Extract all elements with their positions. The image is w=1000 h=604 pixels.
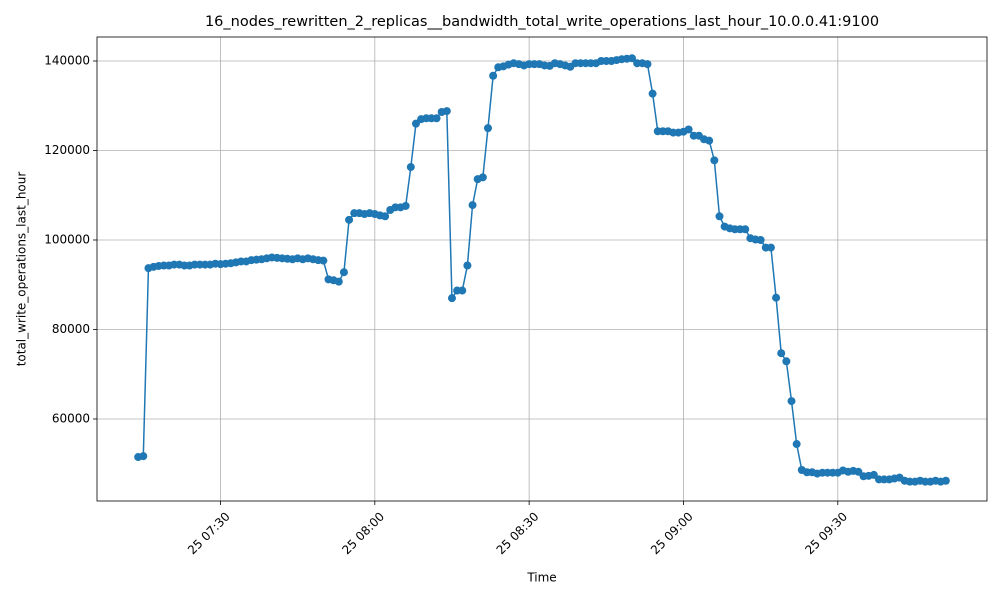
data-point <box>854 467 863 476</box>
x-axis-label: Time <box>526 571 556 585</box>
data-point <box>406 163 415 172</box>
data-point <box>334 277 343 286</box>
data-point <box>478 173 487 182</box>
data-point <box>715 212 724 221</box>
data-point <box>442 107 451 116</box>
y-tick-label: 120000 <box>44 143 90 157</box>
data-point <box>766 243 775 252</box>
data-point <box>468 201 477 210</box>
data-point <box>648 89 657 98</box>
data-point <box>458 286 467 295</box>
data-point <box>782 357 791 366</box>
data-point <box>741 225 750 234</box>
y-tick-label: 140000 <box>44 53 90 67</box>
data-point <box>710 156 719 165</box>
data-point <box>411 119 420 128</box>
data-point <box>869 470 878 479</box>
data-point <box>339 268 348 277</box>
data-point <box>787 397 796 406</box>
data-point <box>792 440 801 449</box>
data-point <box>483 124 492 133</box>
data-point <box>381 212 390 221</box>
data-point <box>463 261 472 270</box>
data-point <box>319 256 328 265</box>
data-point <box>139 452 148 461</box>
data-point <box>777 349 786 358</box>
data-point <box>489 71 498 80</box>
data-point <box>941 476 950 485</box>
data-point <box>401 201 410 210</box>
chart-title: 16_nodes_rewritten_2_replicas__bandwidth… <box>205 14 879 30</box>
y-axis-label: total_write_operations_last_hour <box>15 172 29 367</box>
data-point <box>643 60 652 69</box>
data-point <box>772 293 781 302</box>
data-point <box>705 136 714 145</box>
data-point <box>447 294 456 303</box>
data-point <box>684 125 693 134</box>
data-point <box>628 54 637 63</box>
data-point <box>432 114 441 123</box>
y-tick-label: 80000 <box>52 322 90 336</box>
y-tick-label: 100000 <box>44 232 90 246</box>
data-point <box>756 235 765 244</box>
plot-frame <box>96 36 988 502</box>
data-point <box>345 215 354 224</box>
y-tick-label: 60000 <box>52 411 90 425</box>
